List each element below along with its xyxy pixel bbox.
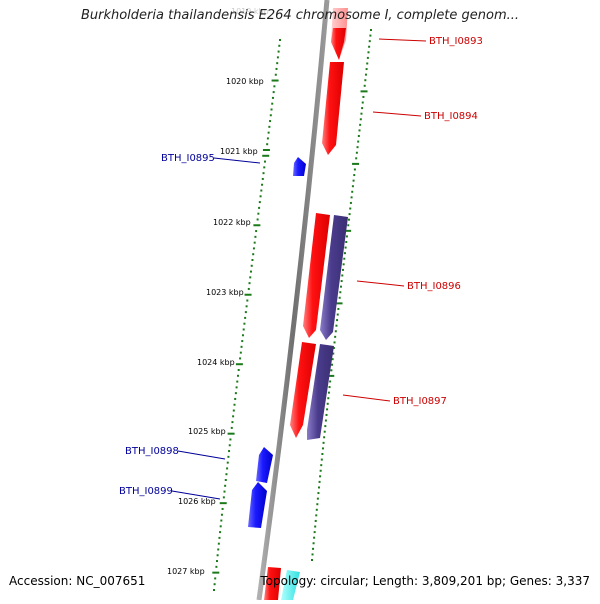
scale-label-1027: 1027 kbp <box>167 567 205 576</box>
scale-ticks-inner <box>212 39 281 591</box>
accession-text: Accession: NC_007651 <box>9 574 146 588</box>
gene-bth-i0894[interactable] <box>322 62 344 155</box>
chromosome-backbone <box>256 0 330 601</box>
scale-ticks-outer <box>311 29 372 561</box>
scale-label-1022: 1022 kbp <box>213 218 251 227</box>
gene-bth-i0896-red[interactable] <box>303 213 330 338</box>
gene-bth-i0899[interactable] <box>248 482 267 528</box>
gene-label-bth-i0898[interactable]: BTH_I0898 <box>125 446 179 457</box>
scale-label-1021: 1021 kbp <box>220 147 258 156</box>
scale-label-1025: 1025 kbp <box>188 427 226 436</box>
scale-label-1019: 1019 kbp <box>231 7 269 16</box>
page-title: Burkholderia thailandensis E264 chromoso… <box>80 8 520 23</box>
gene-bth-i0895[interactable] <box>293 157 306 176</box>
gene-bottom-red[interactable] <box>264 567 281 600</box>
scale-labels: 1019 kbp 1020 kbp 1021 kbp 1022 kbp 1023… <box>167 7 269 576</box>
gene-label-bth-i0897[interactable]: BTH_I0897 <box>393 396 447 407</box>
scale-label-1020: 1020 kbp <box>226 77 264 86</box>
gene-bth-i0897-red[interactable] <box>290 342 316 438</box>
reverse-strand-genes <box>248 157 306 528</box>
gene-bth-i0898[interactable] <box>256 447 273 483</box>
scale-label-1026: 1026 kbp <box>178 497 216 506</box>
gene-label-bth-i0894[interactable]: BTH_I0894 <box>424 111 478 122</box>
label-leaders <box>171 38 427 500</box>
gene-labels: BTH_I0893 BTH_I0894 BTH_I0895 BTH_I0896 … <box>119 36 483 497</box>
gene-bth-i0896[interactable] <box>320 215 348 340</box>
scale-label-1024: 1024 kbp <box>197 358 235 367</box>
forward-strand-genes <box>264 8 348 600</box>
gene-label-bth-i0896[interactable]: BTH_I0896 <box>407 281 461 292</box>
gene-bth-i0897[interactable] <box>307 344 334 440</box>
scale-label-1023: 1023 kbp <box>206 288 244 297</box>
gene-label-bth-i0893[interactable]: BTH_I0893 <box>429 36 483 47</box>
gene-bottom-cyan[interactable] <box>281 570 300 600</box>
gene-label-bth-i0895[interactable]: BTH_I0895 <box>161 153 215 164</box>
topology-summary: Topology: circular; Length: 3,809,201 bp… <box>260 574 590 588</box>
gene-label-bth-i0899[interactable]: BTH_I0899 <box>119 486 173 497</box>
